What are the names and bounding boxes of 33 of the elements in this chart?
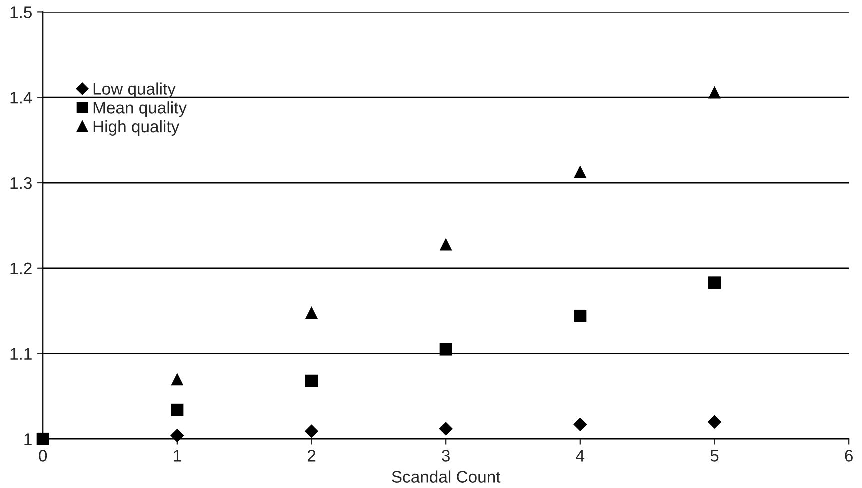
x-tick-label: 4 [576,450,585,462]
point [306,374,318,388]
point [306,306,318,320]
point [439,422,453,436]
x-tick-label: 2 [308,450,316,462]
x-tick-label: 5 [710,450,719,462]
x-axis-title: Scandal Count [392,470,501,483]
point [304,424,319,438]
legend-label: Mean quality [94,102,188,118]
point [574,310,587,322]
x-tick-label: 3 [442,450,450,462]
point [36,432,50,446]
x-tick-label: 0 [39,450,48,462]
y-tick-label: 1.1 [10,348,32,360]
point [708,86,721,99]
point [708,415,722,429]
x-tick-label: 6 [845,450,853,462]
point [574,166,587,178]
point [440,238,452,251]
point [171,404,184,416]
x-tick-label: 1 [174,450,182,462]
y-tick-label: 1.3 [10,177,32,190]
y-tick-label: 1 [24,434,32,446]
y-tick-label: 1.2 [10,262,32,274]
point [171,373,184,386]
point [708,276,721,290]
legend-label: High quality [94,120,180,136]
y-tick-label: 1.5 [10,6,32,18]
point [574,418,588,432]
y-tick-label: 1.4 [10,92,32,104]
legend-label: Low quality [94,82,176,98]
point [440,343,452,356]
point [170,428,184,443]
